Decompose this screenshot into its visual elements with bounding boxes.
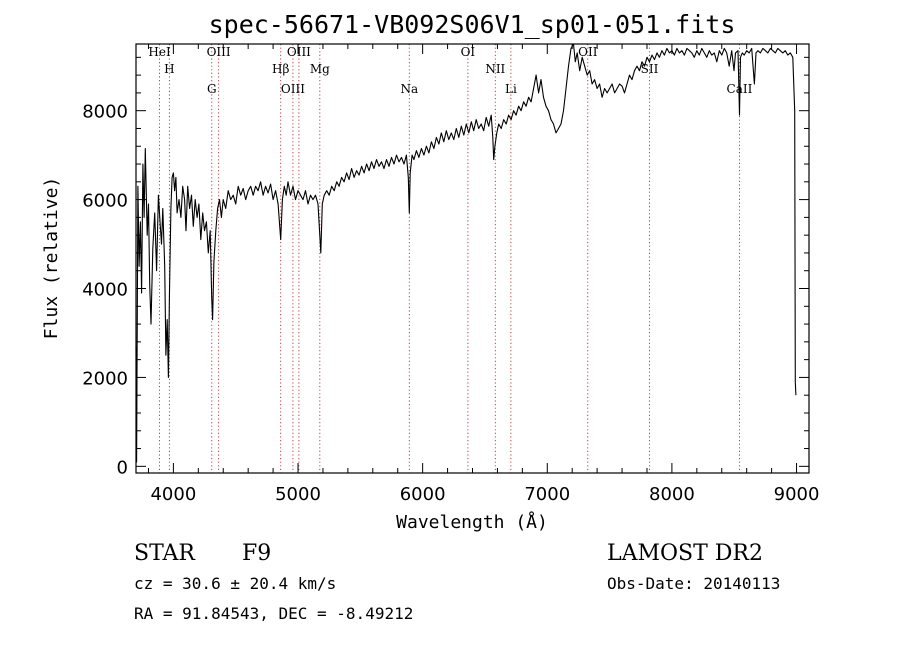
survey-name: LAMOST DR2 xyxy=(607,541,763,566)
line-marker-label: OIII xyxy=(281,82,305,96)
line-marker-label: HeI xyxy=(148,45,171,59)
y-axis-label: Flux (relative) xyxy=(41,177,62,340)
x-tick-label: 5000 xyxy=(275,484,321,505)
spectrum-series-line xyxy=(135,43,797,463)
redshift-readout: cz = 30.6 ± 20.4 km/s xyxy=(134,574,336,593)
x-tick-label: 7000 xyxy=(524,484,570,505)
y-tick-label: 2000 xyxy=(82,368,128,389)
line-marker-label: OIII xyxy=(207,45,231,59)
chart-title: spec-56671-VB092S06V1_sp01-051.fits xyxy=(209,10,736,39)
line-marker-label: Hβ xyxy=(272,62,289,76)
object-class: STAR xyxy=(134,541,196,566)
y-tick-label: 8000 xyxy=(82,102,128,123)
y-tick-label: 0 xyxy=(117,457,128,478)
x-axis-ticks: 4000 5000 6000 7000 8000 9000 xyxy=(147,44,820,505)
line-marker-label: H xyxy=(164,62,174,76)
line-marker-label: G xyxy=(207,82,217,96)
x-tick-label: 4000 xyxy=(150,484,196,505)
observation-date: Obs-Date: 20140113 xyxy=(607,574,780,593)
y-tick-label: 6000 xyxy=(82,191,128,212)
plot-frame xyxy=(135,43,810,474)
line-marker-label: OII xyxy=(578,45,598,59)
y-tick-label: 4000 xyxy=(82,280,128,301)
line-marker-label: Li xyxy=(505,82,517,96)
line-marker-label: OIII xyxy=(287,45,311,59)
y-axis-ticks: 0 2000 4000 6000 8000 xyxy=(82,56,809,478)
x-tick-label: 6000 xyxy=(400,484,446,505)
line-marker-label: OI xyxy=(461,45,476,59)
object-subclass: F9 xyxy=(242,541,271,566)
line-marker-label: NII xyxy=(485,62,505,76)
line-marker-label: Na xyxy=(400,82,418,96)
x-tick-label: 9000 xyxy=(774,484,820,505)
x-axis-label: Wavelength (Å) xyxy=(396,511,548,533)
coordinates-readout: RA = 91.84543, DEC = -8.49212 xyxy=(134,604,413,623)
x-tick-label: 8000 xyxy=(649,484,695,505)
line-marker-label: Mg xyxy=(310,62,330,76)
